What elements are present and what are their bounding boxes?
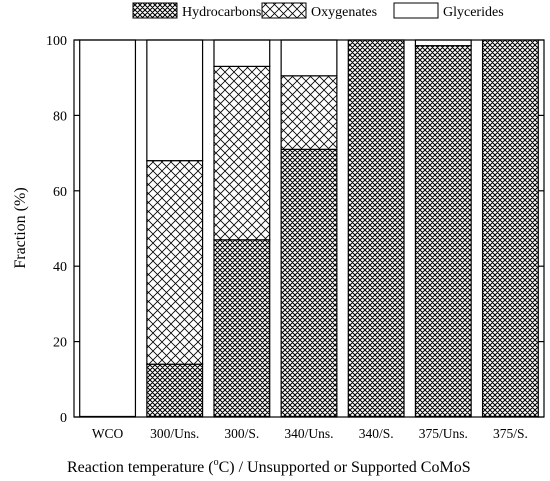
bar-segment-hydrocarbons-2 <box>213 239 271 418</box>
x-tick-label-6: 375/S. <box>493 426 528 441</box>
y-tick-label-2: 40 <box>53 260 67 275</box>
x-axis-label-suffix: C) / Unsupported or Supported CoMoS <box>219 459 471 476</box>
legend-swatch-glycerides <box>393 2 439 19</box>
x-tick-label-4: 340/S. <box>359 426 394 441</box>
x-tick-label-2: 300/S. <box>224 426 259 441</box>
legend-label-hydrocarbons: Hydrocarbons <box>182 5 261 20</box>
bar-segment-hydrocarbons-1 <box>146 363 204 418</box>
legend-label-oxygenates: Oxygenates <box>311 5 377 20</box>
y-tick-label-5: 100 <box>46 34 67 49</box>
bar-segment-hydrocarbons-3 <box>280 148 338 418</box>
y-tick-label-3: 60 <box>53 185 67 200</box>
bar-segment-glycerides-0 <box>79 39 137 418</box>
plot-frame <box>73 39 545 418</box>
bar-segment-oxygenates-3 <box>280 75 338 150</box>
x-tick-label-5: 375/Uns. <box>419 426 468 441</box>
x-axis-label-superscript: o <box>214 457 219 468</box>
bar-segment-hydrocarbons-5 <box>414 45 472 418</box>
x-tick-label-3: 340/Uns. <box>284 426 333 441</box>
x-axis-label: Reaction temperature (oC) / Unsupported … <box>67 457 471 476</box>
axis-ticks: WCO 300/Uns. 300/S. 340/Uns. 340/S. 375/Uns. 3… <box>46 34 544 441</box>
y-tick-label-0: 0 <box>60 411 67 426</box>
y-axis-label: Fraction (%) <box>12 187 29 268</box>
bar-segment-oxygenates-1 <box>146 160 204 365</box>
bar-segment-glycerides-2 <box>213 39 271 67</box>
legend: Hydrocarbons Oxygenates Glycerides <box>132 2 504 20</box>
bar-segment-glycerides-5 <box>414 39 472 47</box>
bars-layer <box>79 39 539 418</box>
legend-swatch-oxygenates <box>261 2 307 19</box>
x-tick-label-0: WCO <box>92 426 124 441</box>
x-axis-label-prefix: Reaction temperature ( <box>67 459 214 476</box>
legend-swatch-hydrocarbons <box>132 2 178 19</box>
x-tick-label-1: 300/Uns. <box>150 426 199 441</box>
legend-label-glycerides: Glycerides <box>443 5 504 20</box>
bar-segment-oxygenates-2 <box>213 65 271 241</box>
bar-segment-glycerides-3 <box>280 39 338 77</box>
y-tick-label-1: 20 <box>53 336 67 351</box>
bar-segment-hydrocarbons-4 <box>347 39 405 418</box>
y-tick-label-4: 80 <box>53 109 67 124</box>
bar-segment-glycerides-1 <box>146 39 204 162</box>
bar-segment-hydrocarbons-6 <box>481 39 539 418</box>
